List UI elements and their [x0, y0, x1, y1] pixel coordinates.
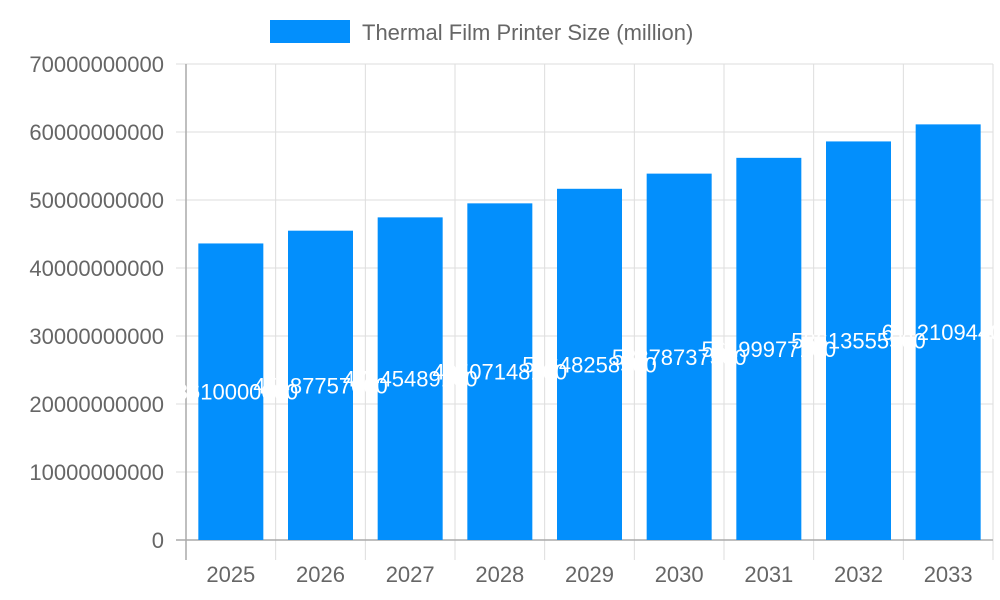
x-tick-label: 2030 [655, 562, 704, 587]
x-tick-label: 2027 [386, 562, 435, 587]
x-tick-label: 2025 [206, 562, 255, 587]
data-label: 43610000000 [164, 380, 299, 405]
data-label: 58613555500 [791, 329, 926, 354]
data-label: 49507148100 [433, 360, 568, 385]
bar [915, 124, 981, 540]
bar [826, 141, 891, 540]
data-label: 45487757000 [253, 373, 388, 398]
y-tick-label: 50000000000 [29, 188, 164, 213]
data-label: 61121094400 [882, 320, 1000, 345]
bar [646, 173, 712, 541]
data-label: 51648258500 [522, 352, 657, 377]
y-tick-label: 60000000000 [29, 120, 164, 145]
x-tick-label: 2026 [296, 562, 345, 587]
x-tick-label: 2033 [924, 562, 973, 587]
y-tick-label: 20000000000 [29, 392, 164, 417]
bar [736, 157, 802, 540]
y-tick-label: 70000000000 [29, 52, 164, 77]
y-tick-label: 40000000000 [29, 256, 164, 281]
legend-label: Thermal Film Printer Size (million) [362, 20, 693, 45]
bar [467, 203, 533, 541]
y-tick-label: 0 [152, 528, 164, 553]
legend-swatch [270, 20, 350, 43]
bar [198, 243, 264, 540]
data-label: 56199977100 [702, 337, 837, 362]
bar [288, 230, 353, 540]
y-tick-label: 10000000000 [29, 460, 164, 485]
data-label: 47445489100 [343, 367, 478, 392]
x-tick-label: 2029 [565, 562, 614, 587]
x-tick-label: 2032 [834, 562, 883, 587]
x-tick-label: 2031 [744, 562, 793, 587]
bar [377, 217, 443, 540]
bar [557, 188, 622, 540]
y-tick-label: 30000000000 [29, 324, 164, 349]
data-label: 53878737500 [612, 345, 747, 370]
x-tick-label: 2028 [475, 562, 524, 587]
